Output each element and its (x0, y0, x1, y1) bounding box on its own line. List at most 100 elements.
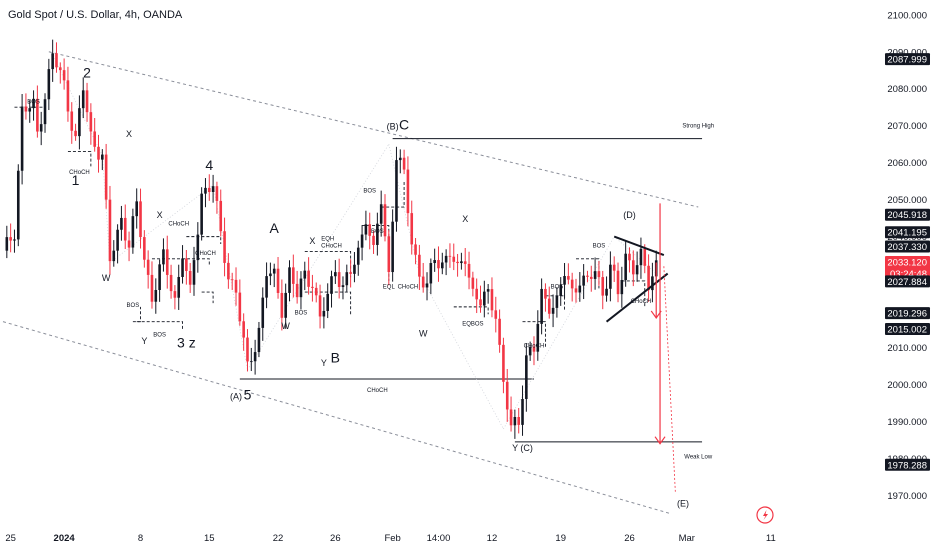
candle-body (322, 310, 326, 317)
price-label: 2027.884 (887, 277, 927, 288)
candle-body (345, 272, 349, 286)
candle-body (460, 261, 463, 264)
wave-label: Y (C) (512, 443, 533, 453)
candle-body (59, 67, 62, 71)
candle-body (326, 293, 329, 311)
projection-arrow[interactable] (663, 266, 676, 492)
candle-body (521, 398, 524, 425)
candle-body (257, 327, 261, 353)
candle-body (311, 286, 314, 288)
wave-number-label: 3 z (177, 335, 196, 351)
candle-body (253, 352, 257, 362)
candle-body (55, 53, 58, 68)
annotation-small: BOS (551, 284, 564, 290)
price-label: 2019.296 (887, 309, 927, 320)
candle-body (146, 259, 150, 275)
bos-box (304, 250, 352, 278)
bos-box (136, 321, 183, 330)
time-axis[interactable]: 25 2024 8 15 22 26 Feb 14:00 12 19 26 Mar 11 (5, 533, 775, 544)
wave-number-label: A (270, 220, 280, 236)
triangle-upper-line[interactable] (613, 235, 665, 257)
x-tick-label: 26 (624, 533, 635, 544)
candle-body (116, 229, 119, 251)
candle-body (601, 277, 605, 296)
wave-label: W (419, 328, 428, 338)
price-label: 2033.120 (887, 258, 927, 269)
candle-body (165, 249, 169, 275)
candle-body (616, 270, 620, 295)
candle-body (628, 253, 631, 261)
wave-label: Y (321, 358, 327, 368)
wave-number-label: 2 (83, 65, 91, 81)
annotation-small: BOS (363, 188, 376, 194)
candle-body (280, 292, 284, 318)
bos-box (67, 151, 92, 167)
candle-body (544, 288, 547, 299)
candle-body (250, 361, 253, 363)
wave-number-label: 5 (244, 386, 252, 402)
wave-label: (D) (623, 210, 636, 220)
candle-body (196, 234, 200, 261)
candle-body (383, 204, 387, 237)
candle-body (498, 318, 501, 345)
candle-body (612, 264, 616, 271)
candle-body (444, 255, 448, 263)
y-tick-label: 2090.000 (887, 47, 927, 58)
candle-body (341, 285, 345, 287)
x-tick-label: 19 (555, 533, 566, 544)
wave-number-label: B (331, 349, 340, 365)
candle-body (456, 261, 459, 264)
candle-body (471, 277, 475, 289)
candle-body (387, 236, 391, 273)
candle-body (62, 70, 66, 81)
price-label-box (885, 53, 930, 66)
wave-path (212, 184, 248, 370)
y-tick-label: 2050.000 (887, 195, 927, 206)
candle-body (112, 250, 116, 262)
candle-body (536, 323, 540, 352)
annotation-small: EQL (383, 284, 396, 290)
price-label: 2041.195 (887, 228, 927, 239)
x-tick-label: 2024 (54, 533, 76, 544)
y-tick-label: 2100.000 (887, 10, 927, 21)
candle-body (32, 98, 35, 109)
price-axis[interactable]: 1970.0001980.0001990.0002000.0002010.000… (885, 10, 930, 502)
candle-body (288, 267, 291, 293)
price-label-box (885, 307, 930, 320)
x-tick-label: Feb (384, 533, 400, 544)
channel-lower-line (2, 321, 672, 515)
candle-body (227, 262, 230, 280)
candle-body (632, 260, 635, 275)
annotation-small: CHoCH (168, 222, 189, 228)
candle-body (74, 130, 77, 137)
candle-body (261, 297, 265, 328)
x-tick-label: 22 (273, 533, 284, 544)
candle-body (295, 283, 299, 298)
wave-label: (A) (230, 391, 242, 401)
candle-body (349, 272, 352, 274)
annotation-small: BOS (593, 244, 606, 250)
x-tick-label: 15 (204, 533, 215, 544)
triangle-lower-line[interactable] (605, 272, 669, 323)
x-tick-label: 25 (5, 533, 16, 544)
candle-body (66, 80, 70, 112)
candle-body (525, 355, 528, 399)
candle-body (570, 279, 574, 289)
candle-body (559, 284, 563, 297)
candle-body (276, 268, 280, 293)
wave-path (109, 184, 214, 263)
candle-body (376, 223, 379, 245)
price-label: 2015.002 (887, 325, 927, 336)
bos-box (545, 295, 565, 311)
candle-body (70, 111, 74, 131)
candle-body (356, 247, 360, 265)
candle-body (334, 272, 337, 277)
candle-body (154, 289, 158, 302)
candle-body (589, 276, 593, 279)
chart-title: Gold Spot / U.S. Dollar, 4h, OANDA (8, 9, 183, 21)
candle-body (120, 217, 123, 230)
annotation-small: CHoCH (631, 299, 652, 305)
candle-body (540, 288, 543, 324)
